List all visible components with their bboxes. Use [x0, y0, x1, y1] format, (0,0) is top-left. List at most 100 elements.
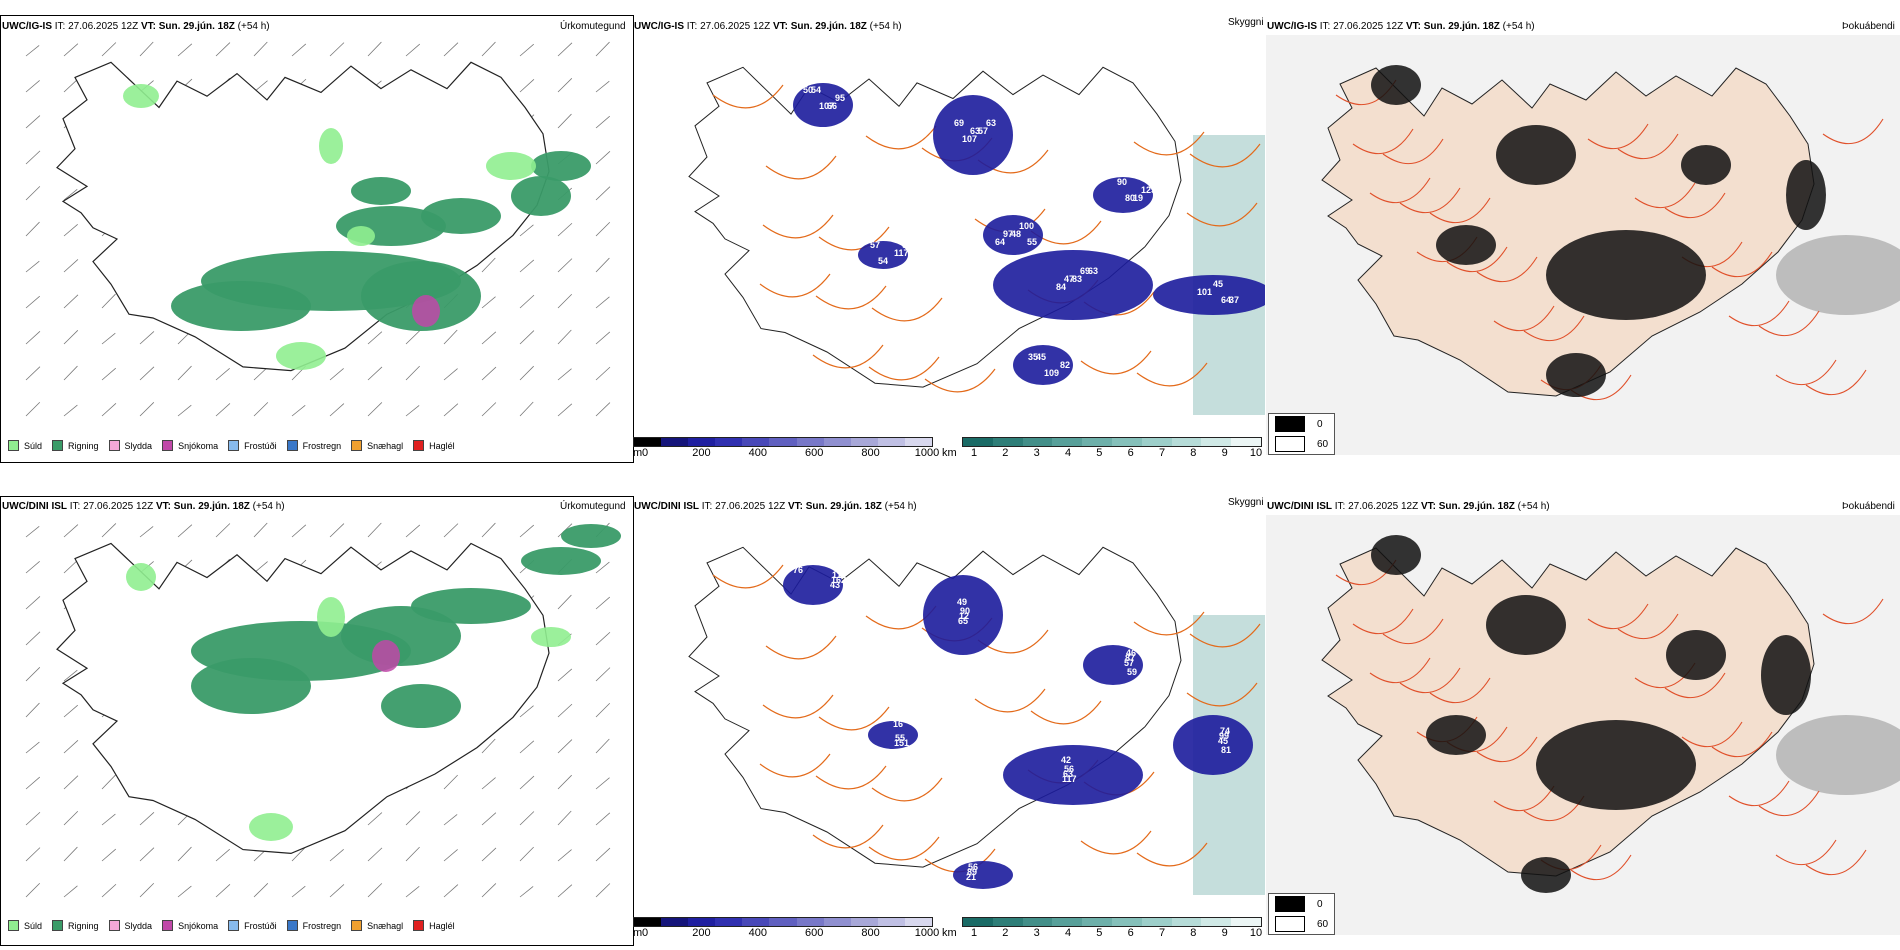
- drizzle-area: [317, 597, 345, 637]
- legend-item: Snjókoma: [162, 920, 218, 931]
- road-line: [868, 356, 940, 381]
- low-cloud-area: [953, 861, 1013, 889]
- road-line: [1758, 310, 1820, 336]
- ceiling-unit: m: [633, 927, 643, 939]
- colorbar-tick-label: 8: [1190, 447, 1197, 459]
- wind-barb: [519, 775, 535, 790]
- cloud-height-label: 57: [1124, 658, 1134, 668]
- road-line: [759, 273, 831, 298]
- fog-area: [1666, 630, 1726, 680]
- valid-time-label: VT:: [140, 21, 156, 32]
- wind-barb: [405, 811, 421, 826]
- cloud-height-label: 55: [895, 733, 905, 743]
- panel-header: UWC/DINI ISL IT: 27.06.2025 12Z VT: Sun.…: [1267, 501, 1550, 513]
- wind-barb: [25, 260, 40, 273]
- wind-barb: [215, 884, 231, 898]
- wind-barb: [595, 221, 611, 237]
- wind-barb: [63, 223, 78, 237]
- wind-barb: [101, 293, 116, 309]
- road-line: [1369, 177, 1431, 203]
- fog-area: [1681, 145, 1731, 185]
- wind-barb: [63, 669, 78, 682]
- ceiling-colorbar: 0 200 400 600 800 1000: [633, 437, 939, 459]
- wind-barb: [481, 847, 497, 862]
- fog-swatch: [1275, 416, 1305, 432]
- road-line: [1186, 202, 1258, 227]
- colorbar-tick-label: 7: [1158, 927, 1166, 939]
- cloud-height-label: 63: [1088, 266, 1098, 276]
- wind-barb: [329, 403, 345, 417]
- wind-barb: [595, 812, 611, 826]
- road-line: [1681, 721, 1743, 747]
- wind-barb: [25, 741, 40, 754]
- legend-swatch: [52, 920, 64, 931]
- drizzle-area: [249, 813, 293, 841]
- road-line: [1570, 854, 1632, 880]
- colorbar-tick-label: 5: [1096, 927, 1103, 939]
- colorbar-cell: [963, 918, 993, 926]
- wind-barb: [557, 703, 573, 718]
- wind-barb: [519, 294, 535, 309]
- wind-barb: [595, 257, 610, 273]
- wind-barb: [25, 221, 40, 237]
- cloud-height-label: 107: [962, 134, 977, 144]
- cloud-map-panel: 76 90 59 56 81 56 55 111 12 46 63 74 89 151 162 65 87 117…: [633, 515, 1265, 915]
- wind-barb: [25, 667, 41, 682]
- road-line: [1133, 131, 1205, 156]
- cloud-height-label: 54: [811, 85, 821, 95]
- wind-barb: [557, 222, 573, 237]
- wind-barb: [405, 405, 420, 417]
- wind-barb: [177, 885, 192, 898]
- colorbar-cell: [992, 918, 1023, 926]
- panel-header: UWC/IG-IS IT: 27.06.2025 12Z VT: Sun. 29…: [634, 21, 902, 33]
- lead-time: (+54 h): [884, 501, 917, 512]
- wind-barb: [101, 367, 117, 381]
- wind-barb: [519, 401, 534, 417]
- wind-barb: [367, 847, 383, 862]
- wind-barb: [405, 846, 420, 862]
- wind-barb: [25, 560, 40, 574]
- wind-barb: [595, 402, 611, 417]
- colorbar-tick-label: 0: [641, 447, 649, 459]
- wind-barb: [367, 366, 383, 381]
- road-line: [812, 344, 884, 369]
- fog-legend-row: 0: [1269, 894, 1334, 914]
- colorbar-tick-label: 600: [805, 447, 824, 459]
- legend-label: Rigning: [68, 440, 99, 451]
- road-line: [1382, 138, 1444, 164]
- wind-barb: [177, 43, 193, 57]
- wind-barb: [481, 777, 496, 790]
- low-cloud-area: [1153, 275, 1265, 315]
- low-cloud-area: [1173, 715, 1253, 775]
- colorbar-tick-label: 9: [1221, 447, 1228, 459]
- fog-area: [1761, 635, 1811, 715]
- colorbar-tick-label: 8: [1190, 927, 1197, 939]
- colorbar-ticks: 1 2 3 4 5 6 7 8 9 10: [962, 927, 1262, 939]
- cloud-height-label: 80: [1125, 193, 1135, 203]
- wind-barb: [595, 777, 610, 790]
- wind-barb: [519, 43, 535, 57]
- road-line: [1446, 246, 1508, 272]
- init-time: IT: 27.06.2025 12Z: [701, 501, 786, 512]
- valid-time-label: VT:: [1405, 21, 1421, 32]
- wind-barb: [25, 847, 41, 862]
- lead-time: (+54 h): [252, 501, 285, 512]
- wind-barb: [215, 848, 231, 862]
- fog-legend-label: 60: [1317, 438, 1329, 450]
- low-cloud-area: [983, 215, 1043, 255]
- cloud-height-label: 16: [893, 719, 903, 729]
- valid-time: Sun. 29.jún. 18Z: [158, 21, 235, 32]
- road-line: [1133, 611, 1205, 636]
- fog-swatch: [1275, 896, 1305, 912]
- wind-barb: [63, 846, 78, 862]
- wind-barb: [253, 402, 269, 417]
- wind-barb: [253, 41, 268, 57]
- wind-barb: [25, 331, 41, 345]
- rain-area: [171, 281, 311, 331]
- road-line: [871, 777, 943, 802]
- wind-barb: [25, 596, 41, 610]
- fog-legend-label: 60: [1317, 918, 1329, 930]
- legend-label: Slydda: [124, 920, 153, 931]
- road-line: [815, 285, 887, 310]
- wind-barb: [25, 401, 41, 417]
